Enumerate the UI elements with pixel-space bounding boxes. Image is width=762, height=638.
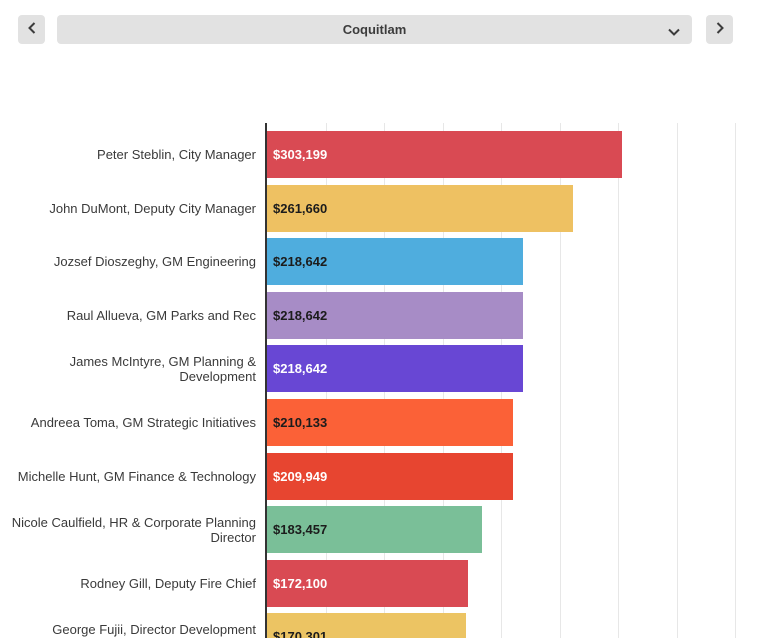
category-label: Nicole Caulfield, HR & Corporate Plannin… xyxy=(11,514,256,545)
chevron-right-icon xyxy=(716,22,724,37)
next-button[interactable] xyxy=(706,15,733,44)
bar[interactable]: $210,133 xyxy=(267,399,513,446)
city-dropdown-value: Coquitlam xyxy=(342,22,407,37)
city-dropdown[interactable]: Coquitlam xyxy=(57,15,692,44)
bar[interactable]: $183,457 xyxy=(267,506,482,554)
category-label: Andreea Toma, GM Strategic Initiatives xyxy=(30,415,256,430)
category-label: Peter Steblin, City Manager xyxy=(97,147,256,162)
bar[interactable]: $218,642 xyxy=(267,291,523,339)
toolbar: Coquitlam xyxy=(0,0,762,60)
bar-value-label: $218,642 xyxy=(273,361,328,377)
bar[interactable]: $218,642 xyxy=(267,238,523,286)
category-label: Rodney Gill, Deputy Fire Chief xyxy=(80,575,256,591)
prev-button[interactable] xyxy=(18,15,45,44)
bar[interactable]: $172,100 xyxy=(267,559,469,607)
category-label: Michelle Hunt, GM Finance & Technology xyxy=(17,468,256,484)
category-label: James McIntyre, GM Planning & Developmen… xyxy=(69,353,256,384)
bar[interactable]: $209,949 xyxy=(267,452,513,500)
bar[interactable]: $170,301 xyxy=(267,613,467,638)
chevron-left-icon xyxy=(27,22,36,37)
gridline xyxy=(735,123,736,638)
salary-bar-chart: Peter Steblin, City Manager John DuMont, … xyxy=(0,60,762,638)
bar-value-label: $170,301 xyxy=(273,629,328,638)
bar-value-label: $218,642 xyxy=(273,254,328,270)
bar[interactable]: $261,660 xyxy=(267,184,574,232)
bars-area: $303,199 $261,660 $218,642 $218,642 $218,642… xyxy=(267,123,762,638)
bar[interactable]: $303,199 xyxy=(267,131,622,178)
category-label: Raul Allueva, GM Parks and Rec xyxy=(66,307,256,323)
bar-value-label: $183,457 xyxy=(273,522,328,538)
bar-value-label: $209,949 xyxy=(273,468,328,484)
gridline xyxy=(559,123,561,638)
category-label: Jozsef Dioszeghy, GM Engineering xyxy=(53,254,256,270)
chevron-down-icon xyxy=(668,23,680,41)
bar-value-label: $303,199 xyxy=(273,147,328,162)
category-axis: Peter Steblin, City Manager John DuMont, … xyxy=(0,123,256,638)
gridline xyxy=(676,123,678,638)
bar-value-label: $261,660 xyxy=(273,200,328,216)
bar-value-label: $172,100 xyxy=(273,575,328,591)
bar[interactable]: $218,642 xyxy=(267,345,523,393)
gridline xyxy=(618,123,619,638)
bar-value-label: $218,642 xyxy=(273,307,328,323)
bar-value-label: $210,133 xyxy=(273,415,328,430)
category-label: George Fujii, Director Development Servi… xyxy=(52,621,256,638)
category-label: John DuMont, Deputy City Manager xyxy=(49,200,256,216)
